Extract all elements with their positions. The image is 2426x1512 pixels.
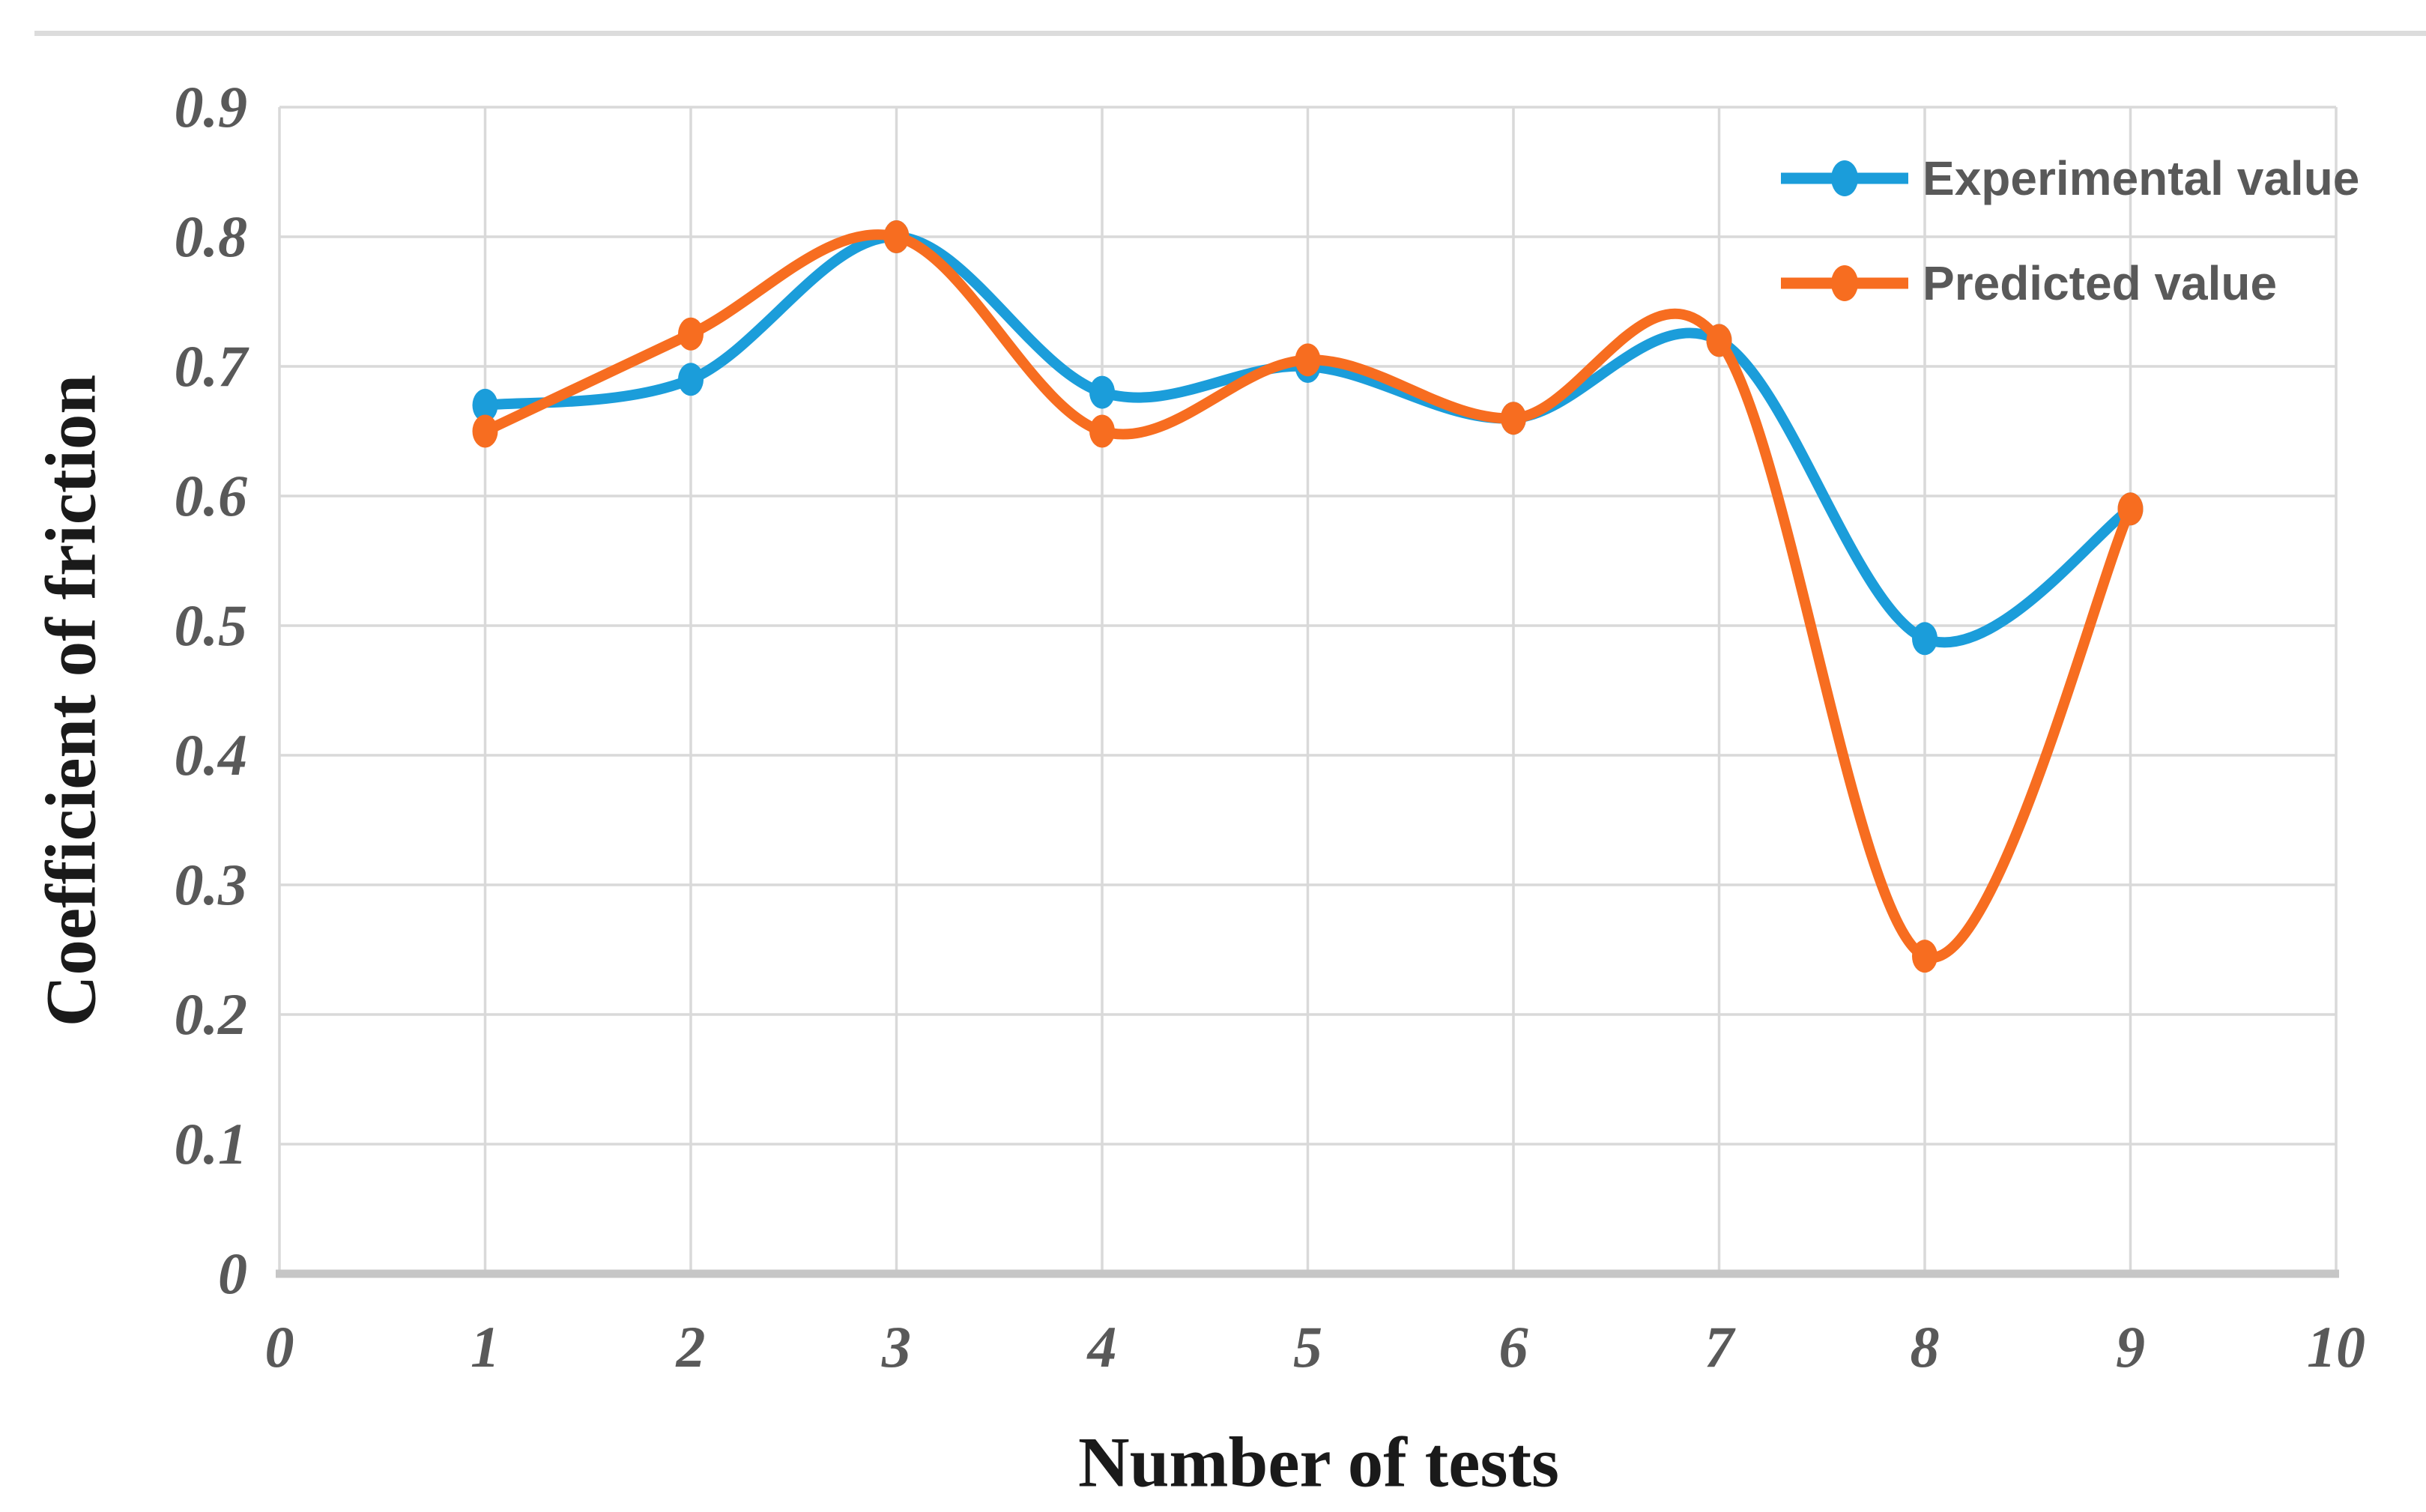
y-tick-label: 0.6 — [174, 463, 248, 528]
x-tick-label: 0 — [264, 1314, 294, 1379]
experimental-series-swatch — [1781, 160, 1908, 196]
y-tick-label: 0.9 — [174, 74, 248, 139]
x-tick-label: 3 — [882, 1314, 911, 1379]
y-tick-label: 0.4 — [174, 722, 248, 787]
experimental-marker — [678, 363, 704, 396]
y-axis-title: Coefficient of friction — [31, 374, 111, 1027]
x-axis-title: Number of tests — [1077, 1422, 1560, 1502]
legend-item-predicted: Predicted value — [1777, 231, 2359, 336]
y-tick-label: 0.1 — [174, 1111, 248, 1176]
x-tick-label: 4 — [1087, 1314, 1117, 1379]
x-tick-label: 8 — [1910, 1314, 1940, 1379]
chart-legend: Experimental value Predicted value — [1777, 126, 2359, 336]
y-tick-label: 0.3 — [174, 852, 248, 917]
predicted-marker — [1295, 343, 1321, 377]
predicted-series-swatch — [1781, 265, 1908, 301]
x-tick-label: 2 — [676, 1314, 706, 1379]
x-tick-label: 9 — [2116, 1314, 2145, 1379]
predicted-marker — [1912, 940, 1938, 973]
x-tick-label: 7 — [1704, 1314, 1734, 1379]
legend-label-experimental: Experimental value — [1923, 151, 2360, 205]
x-tick-label: 1 — [471, 1314, 500, 1379]
predicted-marker — [1089, 414, 1115, 448]
experimental-marker — [1912, 622, 1938, 656]
legend-label-predicted: Predicted value — [1923, 256, 2278, 310]
predicted-marker — [2117, 492, 2144, 526]
x-tick-label: 10 — [2307, 1314, 2365, 1379]
predicted-marker — [1501, 402, 1526, 435]
predicted-marker — [1706, 324, 1732, 357]
predicted-marker — [678, 317, 704, 351]
experimental-marker — [1089, 375, 1115, 409]
x-tick-label: 6 — [1498, 1314, 1528, 1379]
x-tick-label: 5 — [1293, 1314, 1322, 1379]
y-tick-label: 0.8 — [174, 204, 248, 269]
y-tick-label: 0.2 — [174, 982, 248, 1047]
page-divider-line — [34, 31, 2426, 36]
predicted-marker — [883, 220, 910, 253]
experimental-line — [480, 231, 2136, 648]
experimental-marker — [472, 388, 498, 422]
predicted-marker — [472, 414, 498, 448]
legend-item-experimental: Experimental value — [1777, 126, 2359, 231]
y-tick-label: 0.7 — [174, 333, 248, 399]
y-tick-label: 0.5 — [174, 593, 248, 658]
y-tick-label: 0 — [218, 1241, 247, 1306]
